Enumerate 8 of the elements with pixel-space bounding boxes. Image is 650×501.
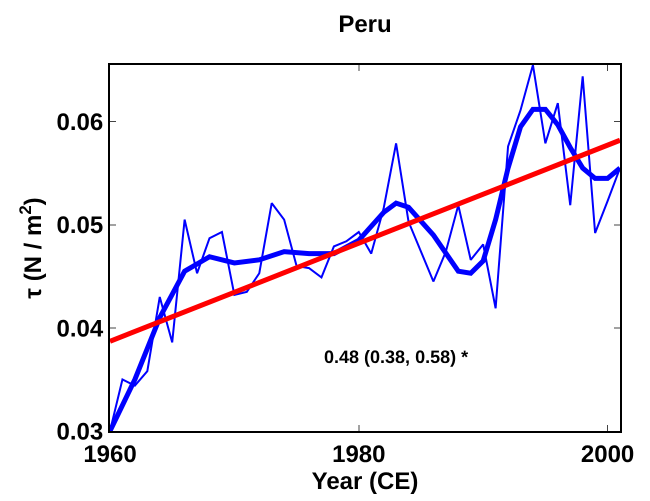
y-tick-label: 0.06 <box>56 109 104 136</box>
chart-title: Peru <box>338 10 392 38</box>
y-tick-label: 0.04 <box>56 315 104 342</box>
x-axis-title: Year (CE) <box>312 468 418 495</box>
x-tick-label: 2000 <box>580 440 634 468</box>
x-tick-label: 1980 <box>332 440 386 468</box>
y-tick-label: 0.05 <box>56 212 104 240</box>
annotation: 0.48 (0.38, 0.58) * <box>324 347 468 367</box>
